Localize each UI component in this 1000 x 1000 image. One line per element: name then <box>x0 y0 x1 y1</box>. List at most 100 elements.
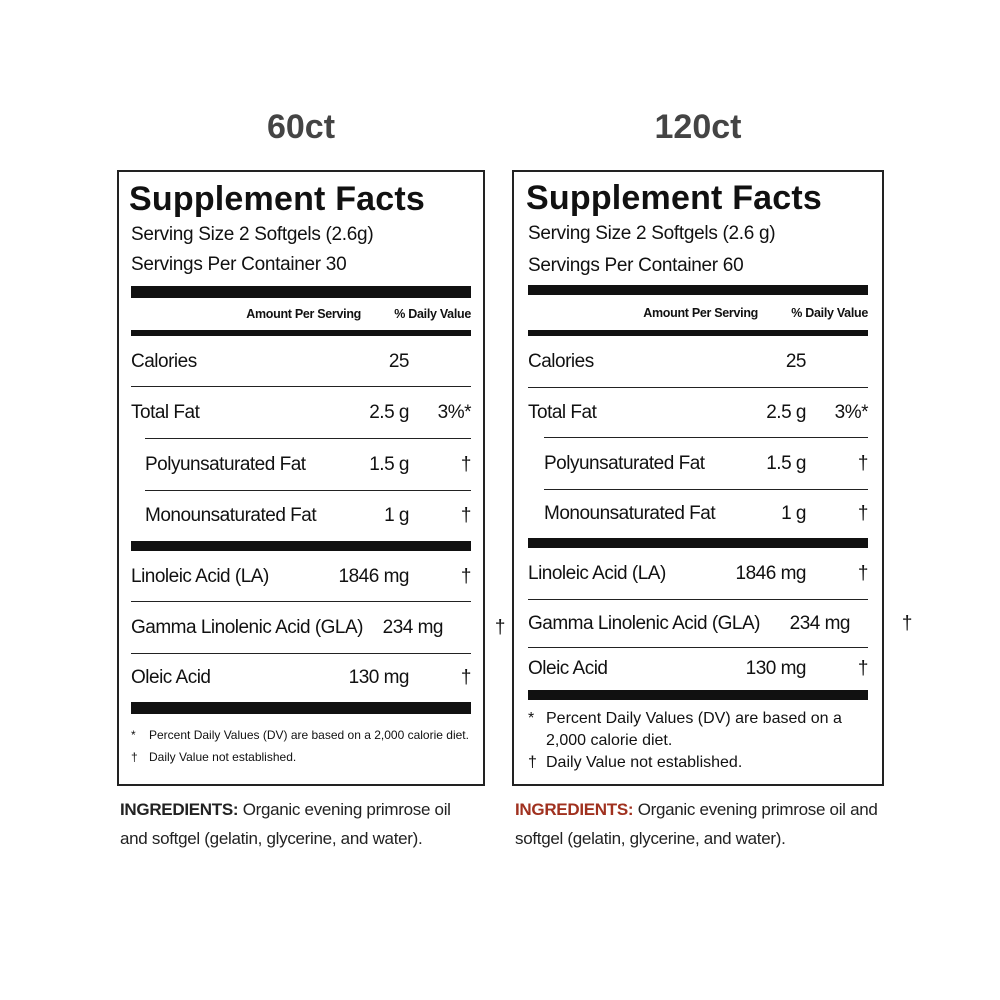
nutrient-amount: 1846 mg <box>735 563 807 584</box>
nutrient-name: Gamma Linolenic Acid (GLA) <box>528 613 761 634</box>
row-rule <box>131 385 471 387</box>
column-header: Amount Per Serving % Daily Value <box>528 295 868 330</box>
thick-bar <box>131 286 471 298</box>
serving-size: Serving Size 2 Softgels (2.6 g) <box>528 223 776 244</box>
footnote-text: Daily Value not established. <box>546 754 743 771</box>
nutrient-name: Gamma Linolenic Acid (GLA) <box>131 617 364 638</box>
nutrient-name: Total Fat <box>131 402 200 423</box>
ingredients: INGREDIENTS: Organic evening primrose oi… <box>120 795 480 853</box>
row-rule <box>145 489 471 491</box>
nutrient-amount: 2.5 g <box>369 402 409 423</box>
ingredients-text: Organic evening primrose oil and softgel… <box>120 800 451 848</box>
ingredients-text: Organic evening primrose oil and softgel… <box>515 800 878 848</box>
row-rule <box>131 652 471 654</box>
nutrient-name: Calories <box>131 350 197 372</box>
panel-heading: 120ct <box>654 108 742 146</box>
thick-bar <box>131 702 471 714</box>
nutrient-row: Gamma Linolenic Acid (GLA) 234 mg † <box>131 602 506 654</box>
nutrient-amount: 234 mg <box>789 613 851 634</box>
nutrient-amount: 1846 mg <box>338 565 410 587</box>
row-rule <box>544 436 868 438</box>
footnote-symbol: * <box>131 728 136 742</box>
footnote: † Daily Value not established. <box>528 752 868 774</box>
serving-size: Serving Size 2 Softgels (2.6g) <box>131 224 374 245</box>
bar <box>131 330 471 336</box>
supplement-facts-box: Supplement Facts Serving Size 2 Softgels … <box>512 170 913 786</box>
nutrient-row: Monounsaturated Fat 1 g † <box>528 490 869 538</box>
nutrient-row: Linoleic Acid (LA) 1846 mg † <box>131 551 472 602</box>
row-rule <box>544 488 868 490</box>
nutrient-dv: † <box>857 503 869 524</box>
ingredients-label: INGREDIENTS: <box>515 800 634 819</box>
nutrient-dv: 3%* <box>437 402 472 423</box>
nutrient-row: Monounsaturated Fat 1 g † <box>131 491 472 541</box>
facts-title: Supplement Facts <box>526 178 823 217</box>
servings-per-container: Servings Per Container 30 <box>131 254 347 275</box>
nutrient-name: Monounsaturated Fat <box>544 503 716 524</box>
nutrient-dv: † <box>460 565 472 587</box>
thick-bar <box>131 541 471 551</box>
row-rule <box>528 598 868 600</box>
nutrient-amount: 130 mg <box>745 658 807 679</box>
panel-heading: 60ct <box>266 108 336 146</box>
footnote-symbol: † <box>528 754 537 771</box>
row-rule <box>131 600 471 602</box>
dv-header: % Daily Value <box>791 305 868 320</box>
nutrient-dv: † <box>460 667 472 688</box>
nutrient-row: Calories 25 <box>131 336 471 387</box>
nutrient-name: Total Fat <box>528 402 597 423</box>
nutrient-amount: 1.5 g <box>766 453 806 474</box>
servings-per-container: Servings Per Container 60 <box>528 255 744 276</box>
nutrient-dv: † <box>901 613 913 634</box>
nutrient-name: Polyunsaturated Fat <box>145 454 306 475</box>
ingredients-label: INGREDIENTS: <box>120 800 239 819</box>
footnotes: * Percent Daily Values (DV) are based on … <box>528 708 868 774</box>
footnote-text: Percent Daily Values (DV) are based on a… <box>546 710 842 749</box>
nutrient-row: Polyunsaturated Fat 1.5 g † <box>528 438 869 490</box>
thick-bar <box>528 538 868 548</box>
nutrient-row: Oleic Acid 130 mg † <box>131 654 472 702</box>
thick-bar <box>528 285 868 295</box>
nutrient-dv: † <box>460 505 472 526</box>
nutrient-amount: 234 mg <box>382 617 444 638</box>
nutrient-dv: † <box>494 617 506 638</box>
footnote-symbol: * <box>528 710 535 727</box>
thick-bar <box>528 690 868 700</box>
nutrient-dv: † <box>857 658 869 679</box>
nutrient-name: Oleic Acid <box>528 658 608 679</box>
row-rule <box>528 386 868 388</box>
nutrient-name: Monounsaturated Fat <box>145 505 317 526</box>
row-rule <box>528 646 868 648</box>
nutrient-row: Linoleic Acid (LA) 1846 mg † <box>528 548 869 600</box>
nutrient-dv: † <box>857 453 869 474</box>
nutrient-amount: 130 mg <box>348 667 410 688</box>
nutrient-name: Polyunsaturated Fat <box>544 453 705 474</box>
nutrient-amount: 1 g <box>384 505 409 526</box>
bar <box>528 330 868 336</box>
footnote: † Daily Value not established. <box>131 746 471 768</box>
footnote-text: Daily Value not established. <box>149 750 297 764</box>
footnotes: * Percent Daily Values (DV) are based on … <box>131 724 471 768</box>
nutrient-amount: 25 <box>388 350 410 372</box>
footnote-symbol: † <box>131 750 138 764</box>
nutrient-dv: † <box>857 563 869 584</box>
footnote: * Percent Daily Values (DV) are based on … <box>528 708 868 752</box>
nutrient-row: Calories 25 <box>528 336 868 388</box>
nutrient-amount: 1.5 g <box>369 454 409 475</box>
nutrient-row: Gamma Linolenic Acid (GLA) 234 mg † <box>528 600 913 648</box>
amount-header: Amount Per Serving <box>246 307 361 321</box>
facts-title: Supplement Facts <box>129 179 426 218</box>
nutrient-name: Linoleic Acid (LA) <box>528 563 666 584</box>
nutrient-dv: 3%* <box>834 402 869 423</box>
nutrient-amount: 1 g <box>781 503 806 524</box>
nutrient-amount: 25 <box>785 351 807 372</box>
column-header: Amount Per Serving % Daily Value <box>131 298 471 330</box>
dv-header: % Daily Value <box>394 307 471 321</box>
footnote-text: Percent Daily Values (DV) are based on a… <box>149 728 469 742</box>
supplement-facts-box: Supplement Facts Serving Size 2 Softgels … <box>117 170 506 786</box>
nutrient-row: Polyunsaturated Fat 1.5 g † <box>131 439 472 491</box>
row-rule <box>145 437 471 439</box>
nutrient-name: Calories <box>528 351 594 372</box>
ingredients: INGREDIENTS: Organic evening primrose oi… <box>515 795 879 853</box>
